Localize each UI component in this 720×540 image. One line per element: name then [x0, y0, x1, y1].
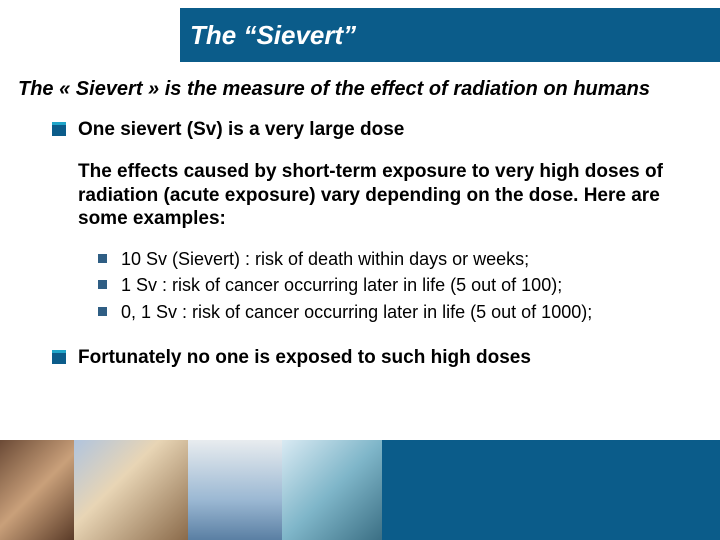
footer-photo-teen-girl	[188, 440, 282, 540]
bullet-item: One sievert (Sv) is a very large dose	[52, 118, 690, 142]
footer-photo-elderly-man	[0, 440, 74, 540]
sub-bullet-text: 1 Sv : risk of cancer occurring later in…	[121, 273, 562, 297]
sub-bullet-item: 10 Sv (Sievert) : risk of death within d…	[98, 247, 690, 271]
bullet-text: Fortunately no one is exposed to such hi…	[78, 346, 531, 370]
bullet-item: Fortunately no one is exposed to such hi…	[52, 346, 690, 370]
paragraph-text: The effects caused by short-term exposur…	[78, 161, 663, 230]
sub-bullet-list: 10 Sv (Sievert) : risk of death within d…	[98, 247, 690, 324]
bullet-text: One sievert (Sv) is a very large dose	[78, 118, 404, 142]
slide-title: The “Sievert”	[190, 20, 356, 51]
slide-subtitle: The « Sievert » is the measure of the ef…	[18, 78, 702, 101]
square-bullet-icon	[52, 122, 66, 136]
small-square-bullet-icon	[98, 307, 107, 316]
sub-bullet-item: 1 Sv : risk of cancer occurring later in…	[98, 273, 690, 297]
footer-photo-nurse	[282, 440, 382, 540]
footer-photo-family	[74, 440, 188, 540]
small-square-bullet-icon	[98, 280, 107, 289]
paragraph-block: The effects caused by short-term exposur…	[78, 160, 690, 231]
slide: The “Sievert” The « Sievert » is the mea…	[0, 0, 720, 540]
sub-bullet-text: 0, 1 Sv : risk of cancer occurring later…	[121, 300, 592, 324]
footer-fill-bar	[382, 440, 720, 540]
small-square-bullet-icon	[98, 254, 107, 263]
sub-bullet-text: 10 Sv (Sievert) : risk of death within d…	[121, 247, 529, 271]
title-bar: The “Sievert”	[180, 8, 720, 62]
square-bullet-icon	[52, 350, 66, 364]
footer-strip	[0, 440, 720, 540]
sub-bullet-item: 0, 1 Sv : risk of cancer occurring later…	[98, 300, 690, 324]
slide-body: One sievert (Sv) is a very large dose Th…	[52, 118, 690, 388]
